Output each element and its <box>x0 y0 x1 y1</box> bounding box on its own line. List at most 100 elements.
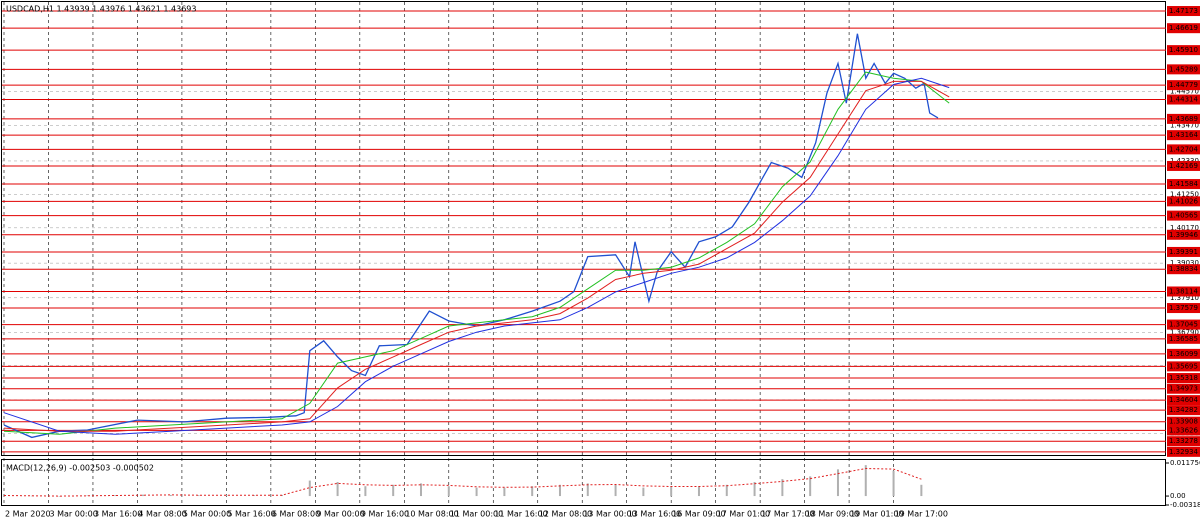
level-label-box <box>1167 179 1200 190</box>
level-label-box <box>1167 333 1200 344</box>
level-label: 1.43164 <box>1169 131 1198 139</box>
x-tick-label: 2 Mar 2020 <box>5 510 51 519</box>
macd-bar <box>86 495 89 497</box>
level-label: 1.39946 <box>1169 231 1198 239</box>
x-tick-label: 4 Mar 08:00 <box>138 510 186 519</box>
level-label-box <box>1167 436 1200 447</box>
x-tick-label: 13 Mar 00:00 <box>583 510 636 519</box>
y-tick-label: 1.36790 <box>1170 328 1199 336</box>
x-tick-label: 9 Mar 00:00 <box>316 510 364 519</box>
level-label-box <box>1167 45 1200 56</box>
level-label-box <box>1167 80 1200 91</box>
x-tick-label: 16 Mar 09:00 <box>672 510 725 519</box>
level-label-box <box>1167 446 1200 457</box>
macd-bar <box>697 486 700 497</box>
level-label: 1.41584 <box>1169 180 1198 188</box>
x-tick-label: 9 Mar 16:00 <box>361 510 409 519</box>
x-tick-label: 11 Mar 16:00 <box>494 510 547 519</box>
level-label-box <box>1167 361 1200 372</box>
level-label-box <box>1167 64 1200 75</box>
level-label-box <box>1167 210 1200 221</box>
macd-bar <box>753 481 756 497</box>
x-tick-label: 6 Mar 08:00 <box>272 510 320 519</box>
level-label-box <box>1167 405 1200 416</box>
level-label: 1.45910 <box>1169 46 1198 54</box>
macd-bar <box>197 495 200 497</box>
y-tick-label: 1.44570 <box>1170 88 1199 96</box>
level-label-box <box>1167 416 1200 427</box>
macd-bar <box>892 470 895 497</box>
level-label: 1.42704 <box>1169 145 1198 153</box>
level-label-box <box>1167 348 1200 359</box>
x-tick-label: 3 Mar 00:00 <box>49 510 97 519</box>
macd-bar <box>308 480 311 497</box>
price-line <box>3 33 939 439</box>
macd-bar <box>141 494 144 497</box>
macd-bar <box>920 484 923 497</box>
macd-bar <box>614 484 617 497</box>
x-tick-label: 13 Mar 16:00 <box>628 510 681 519</box>
macd-bar <box>447 486 450 497</box>
level-label-box <box>1167 94 1200 105</box>
macd-bar <box>253 495 256 497</box>
level-label-box <box>1167 229 1200 240</box>
level-label: 1.38834 <box>1169 265 1198 273</box>
level-label: 1.34604 <box>1169 396 1198 404</box>
macd-bar <box>642 487 645 497</box>
macd-bar <box>58 496 61 497</box>
level-label-box <box>1167 425 1200 436</box>
level-label: 1.34282 <box>1169 406 1198 414</box>
chart-title: USDCAD,H1 1.43939 1.43976 1.43621 1.4369… <box>6 5 196 14</box>
level-label: 1.41026 <box>1169 197 1198 205</box>
level-label: 1.35318 <box>1169 374 1198 382</box>
x-tick-label: 17 Mar 01:00 <box>717 510 770 519</box>
level-label: 1.40565 <box>1169 212 1198 220</box>
level-label: 1.37045 <box>1169 321 1198 329</box>
macd-bar <box>531 486 534 497</box>
macd-bar <box>114 495 117 497</box>
x-tick-label: 5 Mar 16:00 <box>227 510 275 519</box>
macd-bar <box>781 479 784 497</box>
price-line <box>3 77 950 435</box>
macd-bar <box>336 481 339 497</box>
y-tick-label: 1.43470 <box>1170 122 1199 130</box>
macd-bar <box>558 484 561 497</box>
signal-line <box>3 467 922 497</box>
level-label-box <box>1167 383 1200 394</box>
macd-bar <box>392 484 395 497</box>
price-line <box>3 71 950 435</box>
level-label-box <box>1167 113 1200 124</box>
level-label-box <box>1167 6 1200 17</box>
level-label-box <box>1167 246 1200 257</box>
level-label-box <box>1167 130 1200 141</box>
y-tick-label: 1.37910 <box>1170 294 1199 302</box>
x-tick-label: 18 Mar 09:00 <box>806 510 859 519</box>
level-label-box <box>1167 196 1200 207</box>
level-label-box <box>1167 286 1200 297</box>
macd-bar <box>836 469 839 497</box>
x-tick-label: 5 Mar 00:00 <box>183 510 231 519</box>
y-tick-label: 0.00 <box>1170 492 1186 500</box>
macd-bar <box>3 496 5 497</box>
level-label-box <box>1167 144 1200 155</box>
level-label-box <box>1167 319 1200 330</box>
macd-bar <box>725 484 728 497</box>
level-label: 1.39391 <box>1169 248 1198 256</box>
level-label: 1.36099 <box>1169 350 1198 358</box>
y-tick-label: -0.003182 <box>1170 501 1200 509</box>
x-tick-label: 3 Mar 16:00 <box>94 510 142 519</box>
level-label: 1.44314 <box>1169 96 1198 104</box>
level-label: 1.42169 <box>1169 162 1198 170</box>
macd-bar <box>419 483 422 497</box>
macd-bar <box>586 483 589 497</box>
level-label-box <box>1167 373 1200 384</box>
x-tick-label: 17 Mar 17:00 <box>761 510 814 519</box>
x-tick-label: 19 Mar 01:00 <box>850 510 903 519</box>
level-label: 1.38114 <box>1169 287 1198 295</box>
macd-bar <box>475 487 478 497</box>
y-tick-label: 0.011756 <box>1170 459 1200 467</box>
level-label: 1.33626 <box>1169 426 1198 434</box>
macd-bar <box>864 465 867 497</box>
price-line <box>3 80 950 432</box>
